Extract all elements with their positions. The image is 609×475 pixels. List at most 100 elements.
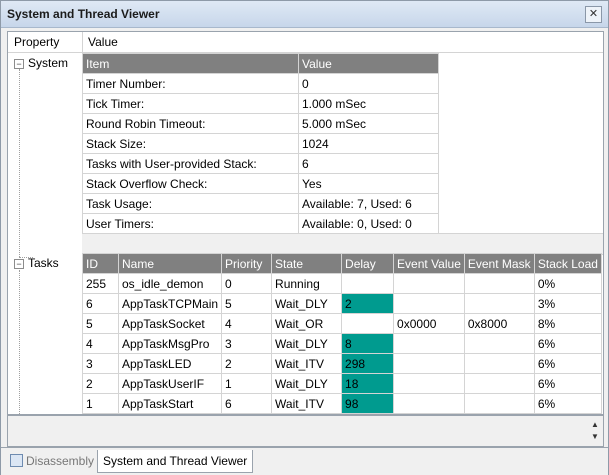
task-state-cell: Wait_OR [271,313,343,334]
tree-item-label: System [28,56,69,70]
tasks-col-name[interactable]: Name [117,253,223,274]
collapse-icon[interactable]: − [14,58,24,69]
system-item-cell: Timer Number: [82,73,299,94]
task-event-value-cell [393,293,465,314]
tab-label: Disassembly [26,454,95,468]
task-stack-load-cell: 6% [533,393,602,414]
task-event-value-cell [393,353,465,374]
table-row[interactable]: 1 AppTaskStart 6 Wait_ITV 98 6% [82,393,602,414]
task-event-value-cell [393,373,465,394]
window-title: System and Thread Viewer [7,7,160,21]
task-state-cell: Wait_ITV [271,393,343,414]
table-row[interactable]: 6 AppTaskTCPMain 5 Wait_DLY 2 3% [82,293,602,314]
system-col-value[interactable]: Value [298,53,439,74]
table-row[interactable]: Stack Overflow Check: Yes [82,173,439,194]
table-row[interactable]: 5 AppTaskSocket 4 Wait_OR 0x0000 0x8000 8% [82,313,602,334]
task-event-mask-cell [463,393,535,414]
task-priority-cell: 4 [221,313,273,334]
task-id-cell: 2 [82,373,119,394]
header-value[interactable]: Value [88,35,118,49]
disassembly-icon [10,454,23,468]
task-stack-load-cell: 6% [533,353,602,374]
task-state-cell: Wait_ITV [271,353,343,374]
system-value-cell: Available: 0, Used: 0 [298,213,439,234]
bottom-tab-bar: Disassembly System and Thread Viewer [1,447,608,475]
scroll-down-button[interactable]: ▼ [591,432,599,441]
task-stack-load-cell: 8% [533,313,602,334]
task-state-cell: Wait_DLY [271,293,343,314]
table-row[interactable]: 3 AppTaskLED 2 Wait_ITV 298 6% [82,353,602,374]
task-stack-load-cell: 3% [533,293,602,314]
system-item-cell: Tick Timer: [82,93,299,114]
task-name-cell: AppTaskLED [117,353,223,374]
task-event-mask-cell [463,333,535,354]
table-row[interactable]: Round Robin Timeout: 5.000 mSec [82,113,439,134]
task-event-value-cell [393,393,465,414]
table-row[interactable]: Task Usage: Available: 7, Used: 6 [82,193,439,214]
tasks-col-priority[interactable]: Priority [221,253,273,274]
task-name-cell: AppTaskMsgPro [117,333,223,354]
system-value-cell: 5.000 mSec [298,113,439,134]
task-state-cell: Running [271,273,343,294]
task-id-cell: 5 [82,313,119,334]
task-name-cell: AppTaskSocket [117,313,223,334]
header-divider[interactable] [82,32,83,52]
system-value-cell: 0 [298,73,439,94]
task-event-mask-cell [463,373,535,394]
table-row[interactable]: 4 AppTaskMsgPro 3 Wait_DLY 8 6% [82,333,602,354]
task-priority-cell: 5 [221,293,273,314]
tasks-table: ID Name Priority State Delay Event Value… [82,253,602,414]
table-row[interactable]: User Timers: Available: 0, Used: 0 [82,213,439,234]
table-row[interactable]: Tick Timer: 1.000 mSec [82,93,439,114]
tasks-col-stack-load[interactable]: Stack Load [533,253,602,274]
table-row[interactable]: 2 AppTaskUserIF 1 Wait_DLY 18 6% [82,373,602,394]
tree-item-tasks[interactable]: − Tasks [14,256,59,270]
status-panel: ▲ ▼ [7,415,604,447]
task-event-mask-cell [463,353,535,374]
table-row[interactable]: Timer Number: 0 [82,73,439,94]
task-state-cell: Wait_DLY [271,373,343,394]
task-id-cell: 255 [82,273,119,294]
tree-panel: − System − Tasks [8,53,82,414]
task-id-cell: 3 [82,353,119,374]
task-priority-cell: 1 [221,373,273,394]
system-col-item[interactable]: Item [82,53,299,74]
table-row[interactable]: 255 os_idle_demon 0 Running 0% [82,273,602,294]
task-priority-cell: 0 [221,273,273,294]
tree-item-system[interactable]: − System [14,56,68,70]
tasks-col-id[interactable]: ID [82,253,119,274]
title-bar: System and Thread Viewer ✕ [1,1,608,28]
system-value-cell: Yes [298,173,439,194]
tab-system-thread-viewer[interactable]: System and Thread Viewer [97,450,254,473]
system-value-cell: Available: 7, Used: 6 [298,193,439,214]
tasks-col-event-value[interactable]: Event Value [393,253,465,274]
collapse-icon[interactable]: − [14,258,24,269]
task-delay-cell: 8 [341,333,395,354]
table-row[interactable]: Stack Size: 1024 [82,133,439,154]
system-value-cell: 1.000 mSec [298,93,439,114]
tasks-col-event-mask[interactable]: Event Mask [463,253,535,274]
task-stack-load-cell: 6% [533,373,602,394]
header-property[interactable]: Property [14,35,60,49]
close-button[interactable]: ✕ [585,6,602,23]
system-value-cell: 1024 [298,133,439,154]
task-state-cell: Wait_DLY [271,333,343,354]
tasks-col-state[interactable]: State [271,253,343,274]
task-event-mask-cell [463,273,535,294]
tab-disassembly[interactable]: Disassembly [5,450,99,472]
system-value-cell: 6 [298,153,439,174]
task-name-cell: AppTaskStart [117,393,223,414]
task-priority-cell: 6 [221,393,273,414]
task-priority-cell: 3 [221,333,273,354]
task-event-value-cell [393,273,465,294]
scroll-up-button[interactable]: ▲ [591,420,599,429]
task-id-cell: 1 [82,393,119,414]
task-stack-load-cell: 0% [533,273,602,294]
table-row[interactable]: Tasks with User-provided Stack: 6 [82,153,439,174]
tasks-col-delay[interactable]: Delay [341,253,395,274]
system-item-cell: User Timers: [82,213,299,234]
task-delay-cell [341,313,395,334]
system-item-cell: Round Robin Timeout: [82,113,299,134]
system-table: Item Value Timer Number: 0 Tick Timer: 1.0… [82,53,439,234]
